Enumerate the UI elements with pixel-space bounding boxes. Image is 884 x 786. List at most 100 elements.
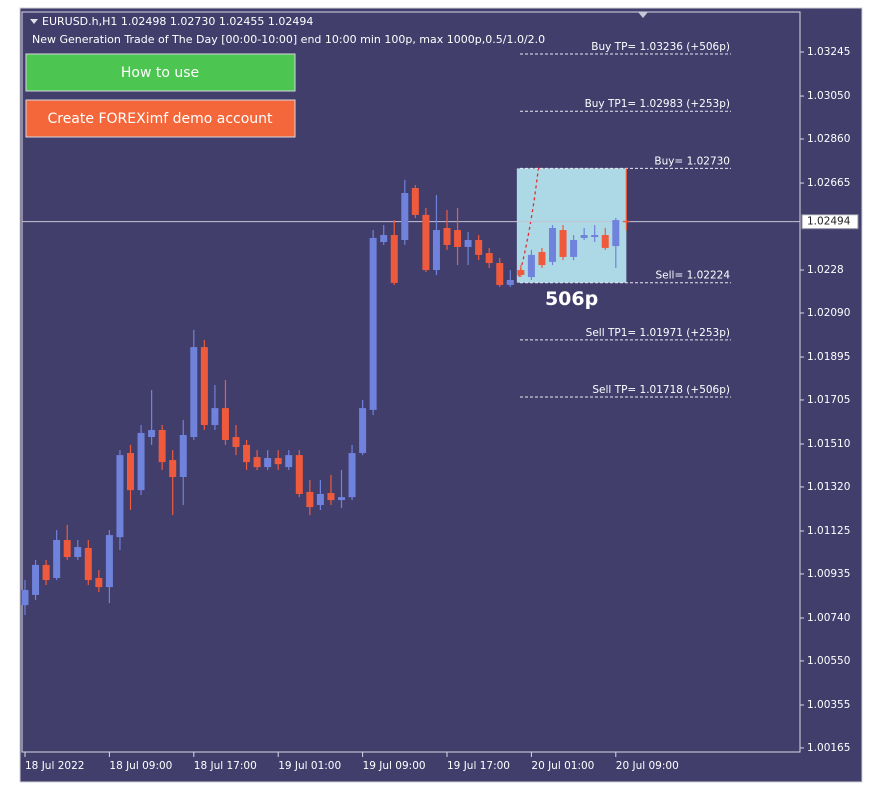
- candle-body: [295, 455, 303, 494]
- level-label: Sell TP= 1.01718 (+506p): [592, 384, 730, 396]
- candle-body: [432, 230, 440, 271]
- candle-body: [169, 460, 177, 478]
- button-label[interactable]: How to use: [121, 65, 199, 81]
- candle-body: [622, 220, 630, 223]
- collapse-arrow: [30, 19, 38, 24]
- candle-body: [274, 458, 282, 465]
- candle-body: [559, 230, 567, 257]
- candle-body: [570, 239, 578, 257]
- candle-body: [232, 437, 240, 447]
- candle-body: [380, 235, 388, 243]
- button-face[interactable]: [25, 53, 296, 92]
- x-tick-label: 20 Jul 01:00: [531, 760, 594, 772]
- symbol-line: EURUSD.h,H1 1.02498 1.02730 1.02455 1.02…: [42, 15, 313, 28]
- candle-body: [148, 430, 156, 438]
- candle-body: [74, 547, 82, 558]
- candle-body: [338, 497, 345, 501]
- candle-body: [253, 457, 261, 468]
- candle-body: [580, 235, 588, 238]
- y-tick-label: 1.02665: [807, 177, 850, 189]
- candle-body: [517, 270, 525, 276]
- bid-label: 1.02494: [807, 216, 851, 228]
- bid-label-box: [801, 214, 859, 230]
- candle-body: [32, 564, 40, 595]
- y-tick-label: 1.00165: [807, 742, 850, 754]
- candle-body: [464, 239, 472, 247]
- candle-body: [264, 458, 272, 468]
- candle-body: [369, 237, 377, 410]
- button-label[interactable]: Create FOREXimf demo account: [47, 111, 273, 127]
- candle-body: [211, 408, 219, 426]
- candle-body: [538, 251, 546, 266]
- candle-body: [591, 235, 599, 238]
- candle-body: [496, 263, 504, 285]
- candle-body: [84, 547, 92, 581]
- y-tick-label: 1.01125: [807, 525, 850, 537]
- candle-body: [549, 228, 556, 262]
- y-tick-label: 1.03245: [807, 46, 850, 58]
- level-label: Buy TP= 1.03236 (+506p): [591, 41, 730, 53]
- y-tick-label: 1.01320: [807, 481, 850, 493]
- x-tick-label: 18 Jul 17:00: [194, 760, 257, 772]
- y-tick-label: 1.00550: [807, 655, 850, 667]
- candle-body: [316, 493, 324, 506]
- y-tick-label: 1.02090: [807, 307, 850, 319]
- candle-body: [390, 235, 398, 283]
- candle-body: [454, 230, 462, 247]
- level-label: Buy= 1.02730: [654, 155, 730, 167]
- candle-body: [53, 540, 61, 579]
- y-tick-label: 1.00740: [807, 612, 850, 624]
- y-tick-label: 1.01510: [807, 438, 850, 450]
- range-label: 506p: [545, 288, 598, 310]
- candle-body: [422, 214, 430, 271]
- y-tick-label: 1.0228: [807, 264, 844, 276]
- candle-body: [485, 253, 493, 264]
- x-tick-label: 20 Jul 09:00: [616, 760, 679, 772]
- subtitle: New Generation Trade of The Day [00:00-1…: [32, 33, 545, 46]
- shift-marker: [638, 12, 648, 18]
- x-tick-label: 19 Jul 17:00: [447, 760, 510, 772]
- candle-body: [475, 239, 483, 255]
- demo-account-button[interactable]: Create FOREXimf demo account: [25, 99, 296, 138]
- candle-body: [506, 279, 514, 285]
- candle-body: [285, 455, 293, 468]
- level-label: Sell= 1.02224: [655, 270, 730, 282]
- candle-body: [221, 408, 229, 440]
- candle-body: [158, 430, 166, 463]
- candle-body: [21, 589, 29, 606]
- candle-body: [443, 228, 451, 245]
- candle-body: [348, 453, 356, 498]
- candle-body: [612, 220, 620, 247]
- candle-body: [243, 444, 251, 463]
- x-tick-label: 19 Jul 09:00: [363, 760, 426, 772]
- plot-frame: [21, 11, 801, 753]
- level-label: Sell TP1= 1.01971 (+253p): [586, 327, 730, 339]
- level-label: Buy TP1= 1.02983 (+253p): [585, 98, 730, 110]
- range-box: [516, 168, 627, 283]
- x-tick-label: 18 Jul 2022: [25, 760, 84, 772]
- candle-body: [127, 453, 134, 491]
- y-tick-label: 1.01705: [807, 394, 850, 406]
- candle-body: [105, 535, 113, 588]
- candle-body: [95, 578, 103, 588]
- candle-body: [63, 540, 71, 558]
- y-tick-label: 1.01895: [807, 351, 850, 363]
- x-tick-label: 19 Jul 01:00: [278, 760, 341, 772]
- candle-body: [179, 434, 187, 478]
- candle-body: [42, 564, 50, 581]
- candle-body: [116, 455, 124, 538]
- how-to-use-button[interactable]: How to use: [25, 53, 296, 92]
- y-tick-label: 1.02860: [807, 133, 850, 145]
- y-tick-label: 1.00355: [807, 699, 850, 711]
- candle-body: [601, 235, 609, 248]
- candle-body: [137, 432, 145, 491]
- candle-body: [327, 493, 335, 501]
- candle-body: [190, 347, 198, 438]
- candle-body: [411, 188, 419, 215]
- candle-body: [200, 347, 208, 426]
- candle-body: [359, 408, 367, 454]
- button-face[interactable]: [25, 99, 296, 138]
- candle-body: [527, 254, 535, 278]
- y-tick-label: 1.03050: [807, 90, 850, 102]
